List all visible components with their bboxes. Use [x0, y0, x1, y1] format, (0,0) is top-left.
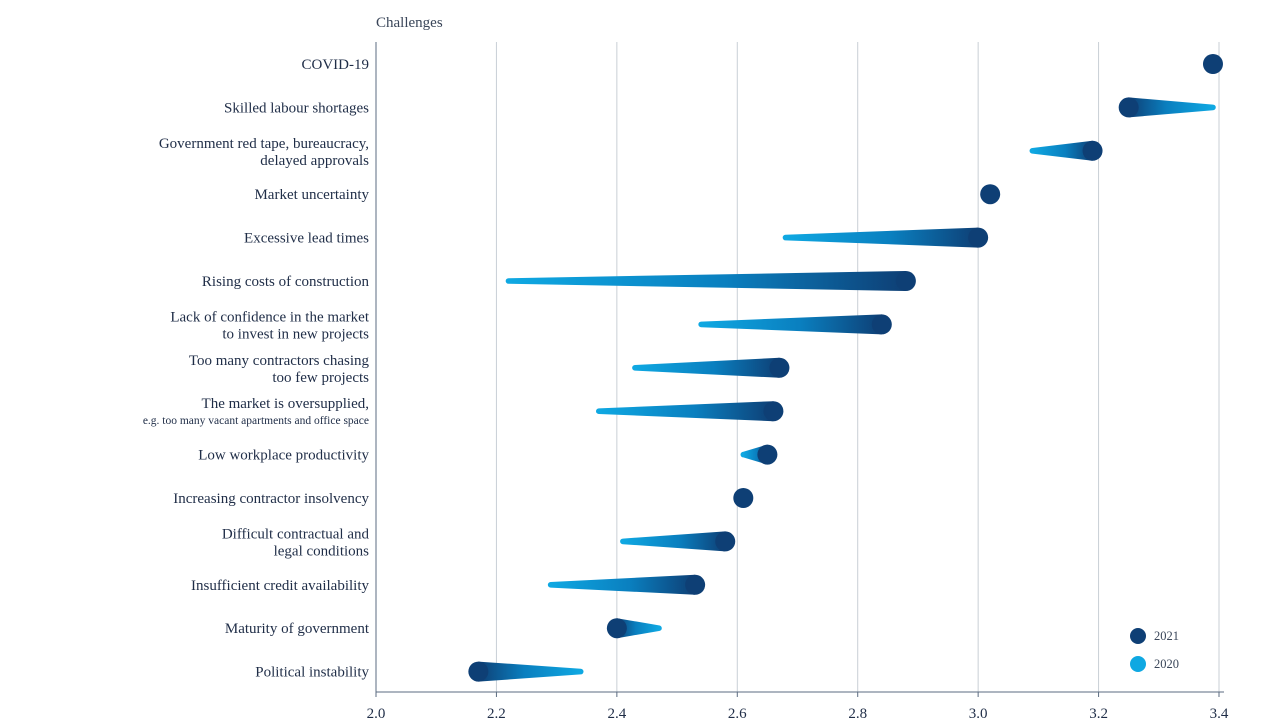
- point-2021: [980, 184, 1001, 205]
- data-marks: [468, 54, 1223, 682]
- x-tick-label: 3.4: [1210, 706, 1229, 722]
- category-labels: COVID-19 Skilled labour shortages Governme…: [143, 57, 370, 681]
- x-axis-ticks: 2.0 2.2 2.4 2.6 2.8 3.0 3.2 3.4: [367, 692, 1229, 722]
- point-2021: [968, 227, 989, 248]
- category-label: e.g. too many vacant apartments and offi…: [143, 415, 369, 427]
- change-taper-2020-to-2021: [1128, 97, 1216, 118]
- change-taper-2020-to-2021: [505, 271, 906, 291]
- y-axis-title: Challenges: [376, 15, 443, 31]
- point-2021: [733, 488, 754, 508]
- point-2021: [757, 444, 778, 465]
- category-label: legal conditions: [274, 543, 370, 559]
- category-label: Excessive lead times: [244, 231, 369, 247]
- category-label: COVID-19: [302, 57, 370, 73]
- gridlines: [495, 42, 1220, 692]
- point-2021: [685, 574, 706, 595]
- category-label: Increasing contractor insolvency: [173, 491, 369, 507]
- point-2021: [895, 271, 916, 291]
- legend: 2021 2020: [1130, 628, 1179, 672]
- point-2021: [1082, 140, 1103, 161]
- category-label: Rising costs of construction: [202, 274, 370, 290]
- point-2021: [1202, 54, 1223, 74]
- category-label: delayed approvals: [260, 153, 369, 169]
- legend-swatch: [1130, 656, 1146, 672]
- category-label: The market is oversupplied,: [202, 396, 369, 412]
- category-label: Lack of confidence in the market: [170, 309, 369, 325]
- category-label: Political instability: [255, 665, 369, 681]
- x-tick-label: 2.0: [367, 706, 386, 722]
- point-2021: [763, 401, 784, 422]
- point-2021: [606, 618, 627, 639]
- x-tick-label: 3.2: [1089, 706, 1108, 722]
- change-taper-2020-to-2021: [632, 357, 780, 378]
- x-tick-label: 2.8: [848, 706, 867, 722]
- x-tick-label: 2.4: [607, 706, 626, 722]
- change-taper-2020-to-2021: [595, 401, 774, 422]
- legend-swatch: [1130, 628, 1146, 644]
- x-tick-label: 2.6: [728, 706, 747, 722]
- category-label: Too many contractors chasing: [189, 353, 370, 369]
- change-taper-2020-to-2021: [698, 314, 882, 335]
- category-label: to invest in new projects: [222, 326, 369, 342]
- category-label: too few projects: [272, 370, 369, 386]
- legend-label: 2021: [1154, 629, 1179, 643]
- x-tick-label: 2.2: [487, 706, 506, 722]
- category-label: Insufficient credit availability: [191, 578, 369, 594]
- category-label: Government red tape, bureaucracy,: [159, 136, 369, 152]
- point-2021: [468, 661, 489, 682]
- change-taper-2020-to-2021: [616, 618, 662, 639]
- category-label: Maturity of government: [225, 621, 370, 637]
- category-label: Low workplace productivity: [198, 448, 369, 464]
- change-taper-2020-to-2021: [478, 661, 584, 682]
- point-2021: [769, 357, 790, 378]
- change-taper-2020-to-2021: [547, 574, 696, 595]
- category-label: Skilled labour shortages: [224, 100, 369, 116]
- category-label: Difficult contractual and: [222, 526, 370, 542]
- change-taper-2020-to-2021: [1029, 140, 1093, 161]
- legend-label: 2020: [1154, 657, 1179, 671]
- point-2021: [715, 531, 736, 552]
- point-2021: [1118, 97, 1139, 118]
- change-taper-2020-to-2021: [782, 227, 979, 248]
- x-tick-label: 3.0: [969, 706, 988, 722]
- point-2021: [871, 314, 892, 335]
- category-label: Market uncertainty: [254, 187, 369, 203]
- change-taper-2020-to-2021: [620, 531, 726, 552]
